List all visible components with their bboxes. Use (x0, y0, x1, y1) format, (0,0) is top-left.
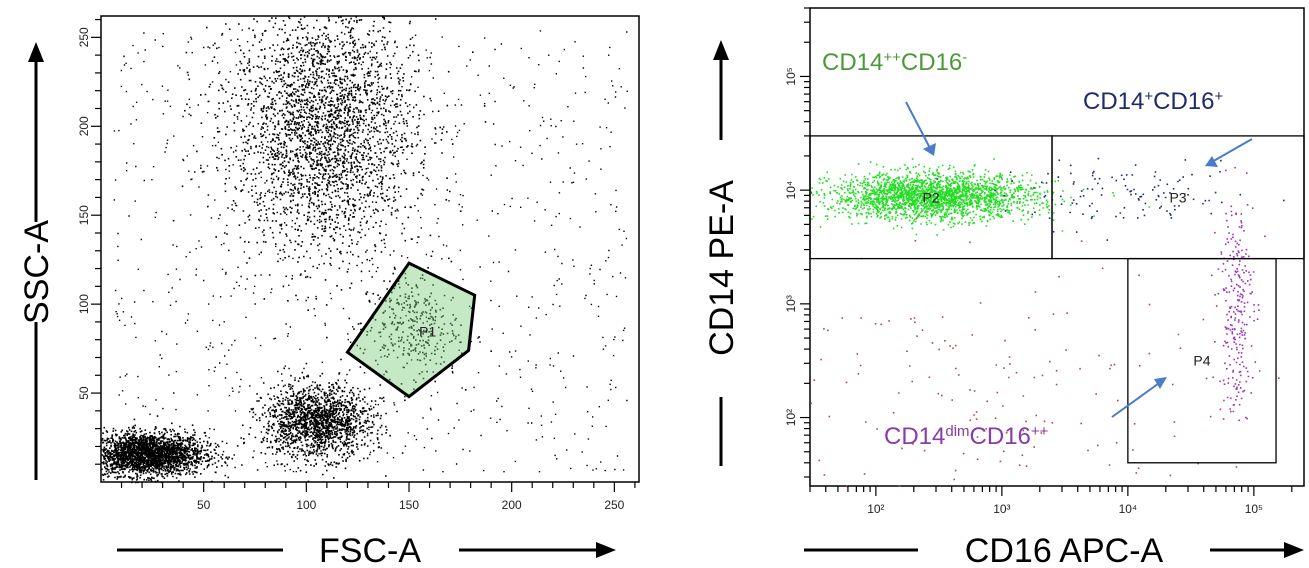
gate-p4-label: P4 (1193, 353, 1210, 369)
cd14-tick-label: 10⁵ (784, 67, 798, 85)
cd14-axis-label: CD14 PE-A (703, 180, 741, 356)
cd16-cd14-gates: P2 P3 P4 (809, 135, 1305, 464)
fsc-tick-label: 50 (197, 498, 211, 512)
fsc-ssc-gates: P1 (345, 261, 477, 399)
fsc-tick-label: 250 (604, 498, 624, 512)
arrow-to-p4 (1111, 380, 1163, 418)
fsc-tick-label: 200 (502, 498, 522, 512)
ssc-axis-ticks: 50 100 150 200 250 (77, 18, 101, 465)
annotation-nonclassical-monocytes: CD14dimCD16++ (884, 423, 1049, 451)
cd16-tick-label: 10² (867, 502, 884, 516)
gate-p1-label: P1 (419, 324, 436, 340)
cd16-tick-label: 10⁴ (1119, 502, 1138, 516)
cd14-tick-label: 10³ (784, 295, 798, 312)
fsc-axis-label: FSC-A (319, 532, 421, 568)
cd16-axis-label: CD16 APC-A (965, 532, 1164, 568)
annotation-classical-monocytes: CD14++CD16- (822, 49, 967, 77)
ssc-axis-label-group: SSC-A (18, 42, 56, 480)
cd16-tick-label: 10⁵ (1245, 502, 1263, 516)
arrow-to-p4-head (1154, 377, 1167, 389)
cd14-axis-label-group: CD14 PE-A (703, 40, 741, 466)
fsc-ssc-events (101, 16, 628, 484)
cd14-axis-ticks: 10² 10³ 10⁴ 10⁵ (784, 7, 810, 478)
annotation-intermediate-monocytes: CD14+CD16+ (1083, 88, 1223, 116)
gate-p4-rect (1127, 257, 1277, 464)
ssc-tick-label: 50 (77, 386, 91, 400)
fsc-ssc-event-points (101, 16, 628, 484)
gate-p1-polygon (345, 261, 477, 399)
cd16-axis-arrowhead (1284, 542, 1304, 558)
gate-p2-label: P2 (922, 189, 939, 205)
fsc-ssc-plot: P1 50 100 150 200 250 50 100 150 200 250 SSC-A F… (18, 15, 640, 568)
fsc-axis-arrowhead (596, 542, 616, 558)
population-p4-events (1207, 166, 1266, 468)
population-p2-events (810, 158, 1151, 236)
cd16-axis-ticks: 10² 10³ 10⁴ 10⁵ (809, 486, 1293, 516)
arrow-to-p3-head (1205, 156, 1218, 167)
arrow-to-p2 (905, 101, 933, 153)
ssc-tick-label: 250 (77, 27, 91, 47)
fsc-axis-ticks: 50 100 150 200 250 (120, 482, 636, 512)
cd16-cd14-plot: P2 P3 P4 10² 10³ 10⁴ 10⁵ 10² 10³ 10⁴ 10⁵ CD14++C… (703, 7, 1305, 568)
fsc-ssc-plot-frame (100, 15, 640, 483)
cd16-tick-label: 10³ (993, 502, 1010, 516)
cd16-cd14-plot-frame (809, 7, 1305, 487)
ssc-tick-label: 100 (77, 294, 91, 314)
fsc-tick-label: 100 (296, 498, 316, 512)
annotation-arrows (905, 101, 1253, 418)
arrow-to-p2-head (923, 143, 936, 156)
gate-p3-label: P3 (1169, 189, 1186, 205)
ssc-tick-label: 150 (77, 205, 91, 225)
arrow-to-p3 (1209, 138, 1253, 164)
ssc-axis-label: SSC-A (18, 220, 56, 324)
ssc-tick-label: 200 (77, 116, 91, 136)
cd16-cd14-event-points (810, 157, 1285, 488)
cd14-tick-label: 10⁴ (784, 181, 798, 200)
cd14-axis-arrowhead (713, 40, 729, 60)
ssc-axis-arrowhead (28, 42, 44, 62)
fsc-tick-label: 150 (399, 498, 419, 512)
cd14-tick-label: 10² (784, 409, 798, 426)
cd16-axis-label-group: CD16 APC-A (804, 532, 1304, 568)
fsc-axis-label-group: FSC-A (117, 532, 616, 568)
